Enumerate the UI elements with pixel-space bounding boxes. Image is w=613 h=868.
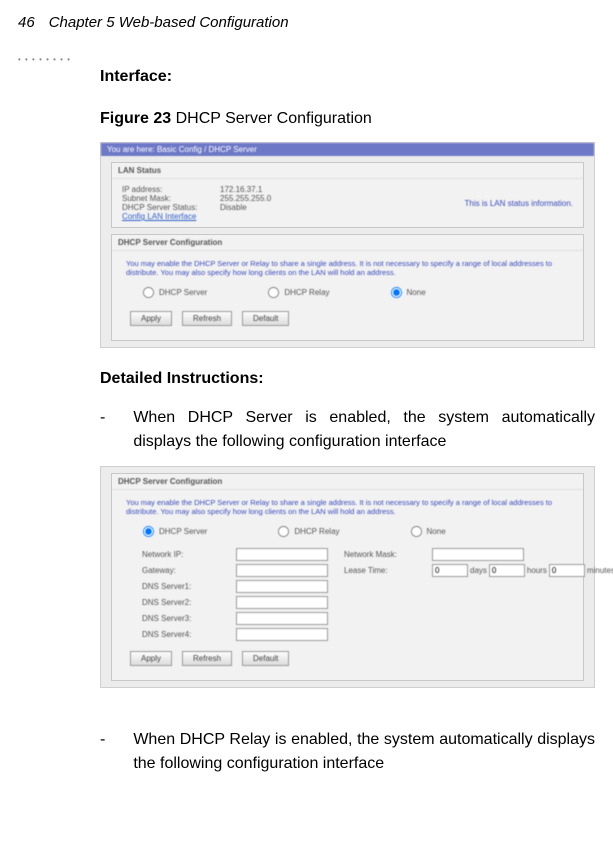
config-lan-link[interactable]: Config LAN Interface — [122, 212, 196, 221]
dns4-label: DNS Server4: — [142, 630, 228, 639]
net-mask-input[interactable] — [432, 548, 524, 561]
lease-min-unit: minutes — [587, 566, 613, 575]
radio-relay-input-2[interactable] — [278, 525, 289, 536]
figure-caption: Figure 23 DHCP Server Configuration — [100, 110, 595, 128]
content: Interface: Figure 23 DHCP Server Configu… — [18, 68, 595, 776]
radio-relay-label-1: DHCP Relay — [284, 288, 329, 297]
bullet-1-dash: - — [100, 406, 105, 454]
net-ip-label: Network IP: — [142, 550, 228, 559]
lease-fields: days hours minutes — [432, 564, 613, 577]
status-value: Disable — [220, 203, 247, 212]
lease-days-unit: days — [470, 566, 487, 575]
lease-label: Lease Time: — [344, 566, 424, 575]
lease-min-input[interactable] — [549, 564, 585, 577]
status-label: DHCP Server Status: — [122, 203, 212, 212]
dhcp-form: Network IP: Network Mask: Gateway: Lease… — [122, 546, 573, 647]
radio-server-2[interactable]: DHCP Server — [142, 525, 207, 538]
radio-none-input-2[interactable] — [410, 525, 421, 536]
dns1-label: DNS Server1: — [142, 582, 228, 591]
dns2-label: DNS Server2: — [142, 598, 228, 607]
ip-label: IP address: — [122, 185, 212, 194]
bullet-1-text: When DHCP Server is enabled, the system … — [133, 406, 595, 454]
radio-server-input-1[interactable] — [143, 287, 154, 298]
dhcp-panel-2: DHCP Server Configuration You may enable… — [111, 473, 584, 681]
figure-title: DHCP Server Configuration — [176, 110, 372, 127]
lease-hours-unit: hours — [527, 566, 547, 575]
screenshot-1: You are here: Basic Config / DHCP Server… — [100, 142, 595, 348]
default-button-2[interactable]: Default — [242, 651, 289, 666]
lan-status-title: LAN Status — [112, 163, 583, 179]
bullet-2-dash: - — [100, 728, 105, 776]
radio-server-input-2[interactable] — [143, 525, 154, 536]
net-ip-input[interactable] — [236, 548, 328, 561]
figure-label: Figure 23 — [100, 110, 171, 127]
gateway-input[interactable] — [236, 564, 328, 577]
dhcp-radios-2: DHCP Server DHCP Relay None — [122, 523, 573, 546]
gateway-label: Gateway: — [142, 566, 228, 575]
radio-none-1[interactable]: None — [390, 286, 426, 299]
radio-server-label-2: DHCP Server — [159, 527, 207, 536]
button-row-2: Apply Refresh Default — [122, 647, 573, 674]
page: 46 Chapter 5 Web-based Configuration • •… — [0, 0, 613, 868]
radio-relay-input-1[interactable] — [268, 287, 279, 298]
lease-days-input[interactable] — [432, 564, 468, 577]
detailed-heading: Detailed Instructions: — [100, 370, 595, 388]
radio-relay-label-2: DHCP Relay — [294, 527, 339, 536]
radio-none-2[interactable]: None — [410, 525, 446, 538]
dhcp-body-1: You may enable the DHCP Server or Relay … — [112, 251, 583, 340]
page-header: 46 Chapter 5 Web-based Configuration — [18, 14, 595, 31]
dns3-input[interactable] — [236, 612, 328, 625]
chapter-title: Chapter 5 Web-based Configuration — [49, 14, 289, 31]
radio-relay-1[interactable]: DHCP Relay — [267, 286, 329, 299]
page-number: 46 — [18, 14, 35, 31]
breadcrumb-bar: You are here: Basic Config / DHCP Server — [101, 143, 594, 156]
dns2-input[interactable] — [236, 596, 328, 609]
dns4-input[interactable] — [236, 628, 328, 641]
header-dots: • • • • • • • • — [18, 55, 595, 64]
dhcp-title-2: DHCP Server Configuration — [112, 474, 583, 490]
mask-label: Subnet Mask: — [122, 194, 212, 203]
radio-none-label-2: None — [427, 527, 446, 536]
dhcp-warn-1: You may enable the DHCP Server or Relay … — [122, 257, 573, 284]
dhcp-warn-2: You may enable the DHCP Server or Relay … — [122, 496, 573, 523]
radio-server-label-1: DHCP Server — [159, 288, 207, 297]
dhcp-panel-1: DHCP Server Configuration You may enable… — [111, 234, 584, 341]
interface-heading: Interface: — [100, 68, 595, 86]
lease-hours-input[interactable] — [489, 564, 525, 577]
radio-none-input-1[interactable] — [390, 287, 401, 298]
lan-hint: This is LAN status information. — [465, 199, 573, 208]
bullet-2: - When DHCP Relay is enabled, the system… — [100, 728, 595, 776]
radio-none-label-1: None — [407, 288, 426, 297]
mask-value: 255.255.255.0 — [220, 194, 271, 203]
refresh-button-2[interactable]: Refresh — [182, 651, 232, 666]
apply-button-2[interactable]: Apply — [130, 651, 172, 666]
lan-status-panel: LAN Status IP address: 172.16.37.1 Subnet… — [111, 162, 584, 228]
net-mask-label: Network Mask: — [344, 550, 424, 559]
button-row-1: Apply Refresh Default — [122, 307, 573, 334]
radio-server-1[interactable]: DHCP Server — [142, 286, 207, 299]
screenshot-2: DHCP Server Configuration You may enable… — [100, 466, 595, 688]
dhcp-body-2: You may enable the DHCP Server or Relay … — [112, 490, 583, 680]
radio-relay-2[interactable]: DHCP Relay — [277, 525, 339, 538]
dhcp-title-1: DHCP Server Configuration — [112, 235, 583, 251]
bullet-2-text: When DHCP Relay is enabled, the system a… — [133, 728, 595, 776]
apply-button-1[interactable]: Apply — [130, 311, 172, 326]
dns1-input[interactable] — [236, 580, 328, 593]
lan-status-body: IP address: 172.16.37.1 Subnet Mask: 255.2… — [112, 179, 583, 227]
bullet-1: - When DHCP Server is enabled, the syste… — [100, 406, 595, 454]
ip-value: 172.16.37.1 — [220, 185, 262, 194]
refresh-button-1[interactable]: Refresh — [182, 311, 232, 326]
default-button-1[interactable]: Default — [242, 311, 289, 326]
dns3-label: DNS Server3: — [142, 614, 228, 623]
dhcp-radios-1: DHCP Server DHCP Relay None — [122, 284, 573, 307]
